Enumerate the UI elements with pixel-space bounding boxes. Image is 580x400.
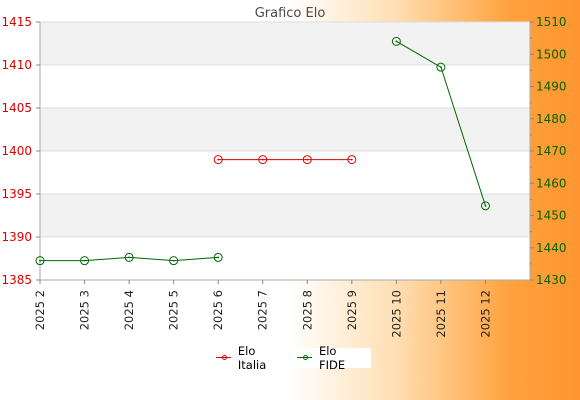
data-point-elo-fide (480, 201, 490, 211)
y-left-tick-label: 1410 (1, 58, 32, 72)
data-point-elo-fide (169, 256, 179, 266)
data-point-elo-fide (124, 252, 134, 262)
y-left-tick-label: 1415 (1, 15, 32, 29)
grid-band (40, 108, 530, 151)
x-tick-label: 2025 5 (167, 290, 181, 330)
y-left-tick-label: 1400 (1, 144, 32, 158)
x-tick-label: 2025 11 (434, 290, 448, 338)
data-point-elo-fide (436, 62, 446, 72)
y-right-tick-label: 1510 (536, 15, 567, 29)
data-point-dot-elo-italia (350, 158, 353, 161)
data-point-elo-fide (80, 256, 90, 266)
y-right-tick-label: 1430 (536, 273, 567, 287)
data-point-dot-elo-italia (217, 158, 220, 161)
grid-band (40, 194, 530, 237)
x-tick-label: 2025 12 (478, 290, 492, 338)
data-point-dot-elo-fide (172, 259, 175, 262)
data-point-elo-fide (35, 256, 45, 266)
data-point-dot-elo-fide (128, 256, 130, 259)
legend-item-elo-italia: Elo Italia (216, 344, 284, 372)
x-tick-label: 2025 8 (300, 290, 314, 330)
x-tick-label: 2025 3 (78, 290, 92, 330)
legend-item-elo-fide: Elo FIDE (297, 344, 363, 372)
data-point-dot-elo-fide (395, 40, 398, 43)
data-point-dot-elo-italia (261, 158, 264, 161)
x-tick-label: 2025 6 (211, 290, 225, 330)
x-tick-label: 2025 9 (345, 290, 359, 330)
y-left-tick-label: 1395 (1, 187, 32, 201)
data-point-elo-italia (213, 155, 223, 165)
y-right-tick-label: 1460 (536, 176, 567, 190)
y-right-tick-label: 1450 (536, 209, 567, 223)
x-tick-label: 2025 7 (256, 290, 270, 330)
y-right-tick-label: 1470 (536, 144, 567, 158)
data-point-elo-italia (258, 155, 268, 165)
y-right-tick-label: 1490 (536, 80, 567, 94)
data-point-dot-elo-fide (440, 66, 442, 69)
chart-title: Grafico Elo (255, 6, 326, 21)
grid-band (40, 22, 530, 65)
data-point-elo-italia (347, 155, 357, 165)
y-right-tick-label: 1480 (536, 112, 567, 126)
y-right-tick-label: 1500 (536, 47, 567, 61)
y-right-tick-label: 1440 (536, 241, 567, 255)
legend-swatch-elo-italia (216, 353, 231, 363)
x-tick-label: 2025 4 (122, 290, 136, 330)
data-point-dot-elo-fide (484, 204, 487, 207)
y-left-tick-label: 1405 (1, 101, 32, 115)
x-tick-label: 2025 10 (389, 290, 403, 338)
data-point-elo-fide (213, 252, 223, 262)
data-point-dot-elo-fide (83, 259, 86, 262)
data-point-elo-fide (391, 36, 401, 46)
legend-label-elo-italia: Elo Italia (237, 344, 267, 372)
data-point-dot-elo-fide (39, 259, 41, 262)
data-point-dot-elo-italia (306, 158, 309, 161)
legend-label-elo-fide: Elo FIDE (318, 344, 346, 372)
data-point-elo-italia (302, 155, 312, 165)
y-left-tick-label: 1385 (1, 273, 32, 287)
legend: Elo Italia Elo FIDE (211, 344, 371, 372)
x-tick-label: 2025 2 (33, 290, 47, 330)
y-left-tick-label: 1390 (1, 230, 32, 244)
legend-swatch-elo-fide (297, 353, 312, 363)
data-point-dot-elo-fide (217, 256, 220, 259)
